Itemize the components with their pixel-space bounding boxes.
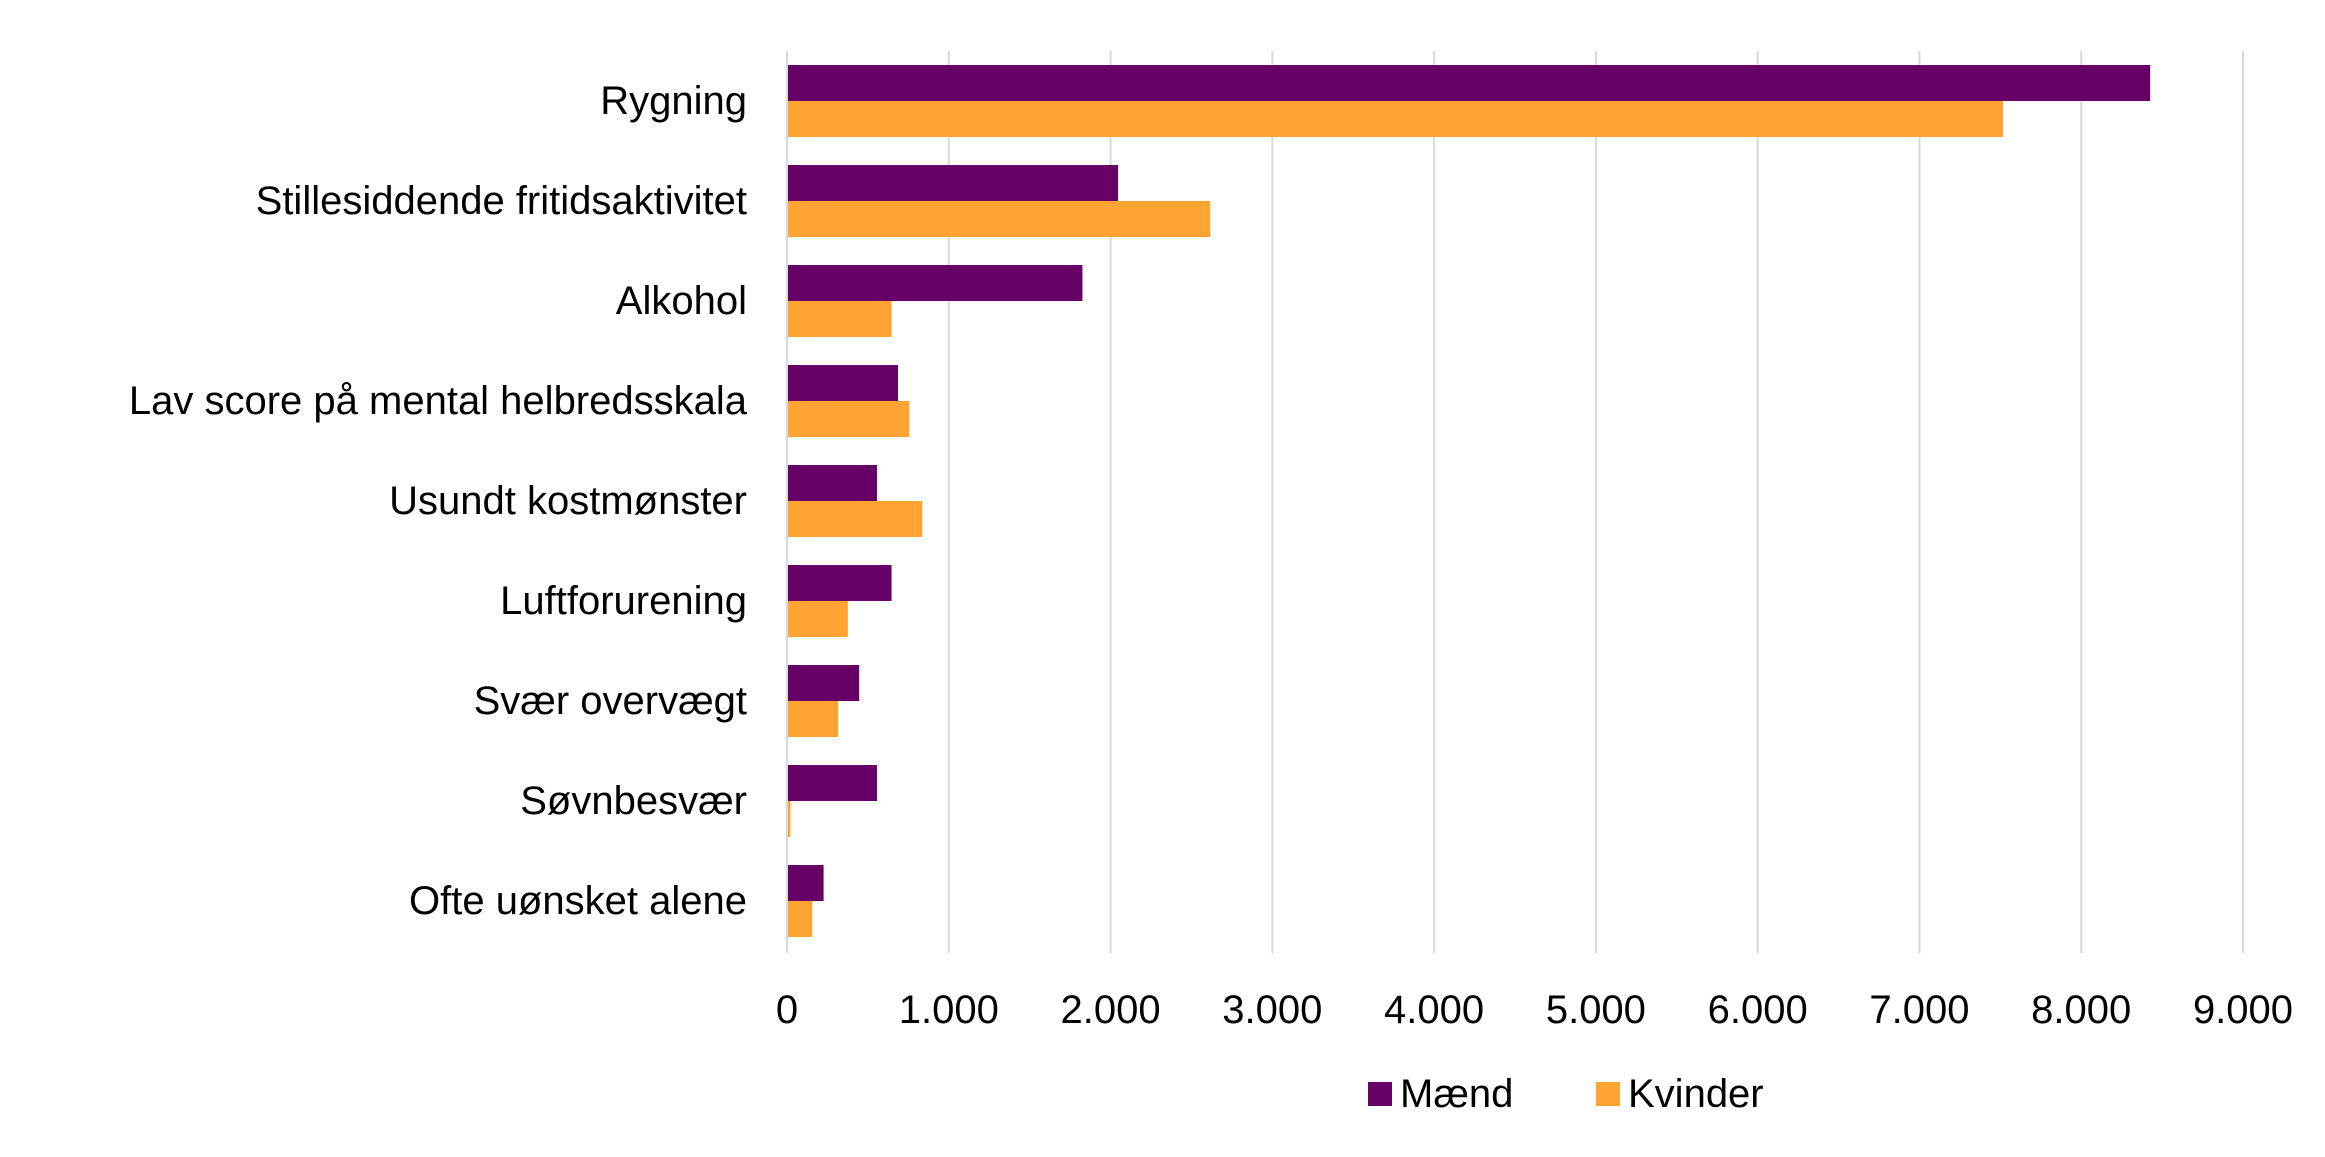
legend-swatch xyxy=(1368,1082,1392,1106)
bar-kvinder xyxy=(788,401,910,437)
bar-maend xyxy=(788,465,877,501)
x-tick-label: 0 xyxy=(776,988,798,1032)
x-tick-label: 7.000 xyxy=(1869,988,1969,1032)
bar-kvinder xyxy=(788,101,2003,137)
bar-maend xyxy=(788,265,1083,301)
x-tick-label: 8.000 xyxy=(2031,988,2131,1032)
category-label: Usundt kostmønster xyxy=(389,479,747,523)
legend-label: Kvinder xyxy=(1628,1072,1764,1116)
bar-maend xyxy=(788,365,899,401)
gridlines xyxy=(947,51,2244,953)
category-label: Ofte uønsket alene xyxy=(409,879,747,923)
category-label: Svær overvægt xyxy=(474,679,747,723)
bar-maend xyxy=(788,865,824,901)
legend-swatch xyxy=(1596,1082,1620,1106)
x-tick-label: 4.000 xyxy=(1384,988,1484,1032)
x-tick-label: 6.000 xyxy=(1708,988,1808,1032)
category-label: Søvnbesvær xyxy=(520,779,747,823)
x-tick-label: 5.000 xyxy=(1546,988,1646,1032)
x-tick-labels: 0 1.000 2.000 3.000 4.000 5.000 6.000 7.000 8.00… xyxy=(776,988,2293,1032)
category-label: Rygning xyxy=(600,79,747,123)
bar-kvinder xyxy=(788,701,839,737)
x-tick-label: 9.000 xyxy=(2193,988,2293,1032)
bar-kvinder xyxy=(788,601,848,637)
bar-kvinder xyxy=(788,501,923,537)
bar-kvinder xyxy=(788,801,791,837)
bar-kvinder xyxy=(788,301,892,337)
category-labels: Rygning Stillesiddende fritidsaktivitet Al… xyxy=(129,79,748,923)
legend-label: Mænd xyxy=(1400,1072,1513,1116)
bar-maend xyxy=(788,765,877,801)
bar-maend xyxy=(788,65,2151,101)
x-tick-label: 2.000 xyxy=(1061,988,1161,1032)
bar-maend xyxy=(788,165,1119,201)
bars xyxy=(788,65,2151,937)
bar-kvinder xyxy=(788,201,1211,237)
legend: Mænd Kvinder xyxy=(1368,1072,1764,1116)
bar-maend xyxy=(788,565,892,601)
category-label: Alkohol xyxy=(616,279,747,323)
bar-kvinder xyxy=(788,901,813,937)
category-label: Lav score på mental helbredsskala xyxy=(129,379,748,423)
x-tick-label: 3.000 xyxy=(1222,988,1322,1032)
category-label: Luftforurening xyxy=(500,579,747,623)
category-label: Stillesiddende fritidsaktivitet xyxy=(256,179,747,223)
x-tick-label: 1.000 xyxy=(899,988,999,1032)
bar-maend xyxy=(788,665,860,701)
